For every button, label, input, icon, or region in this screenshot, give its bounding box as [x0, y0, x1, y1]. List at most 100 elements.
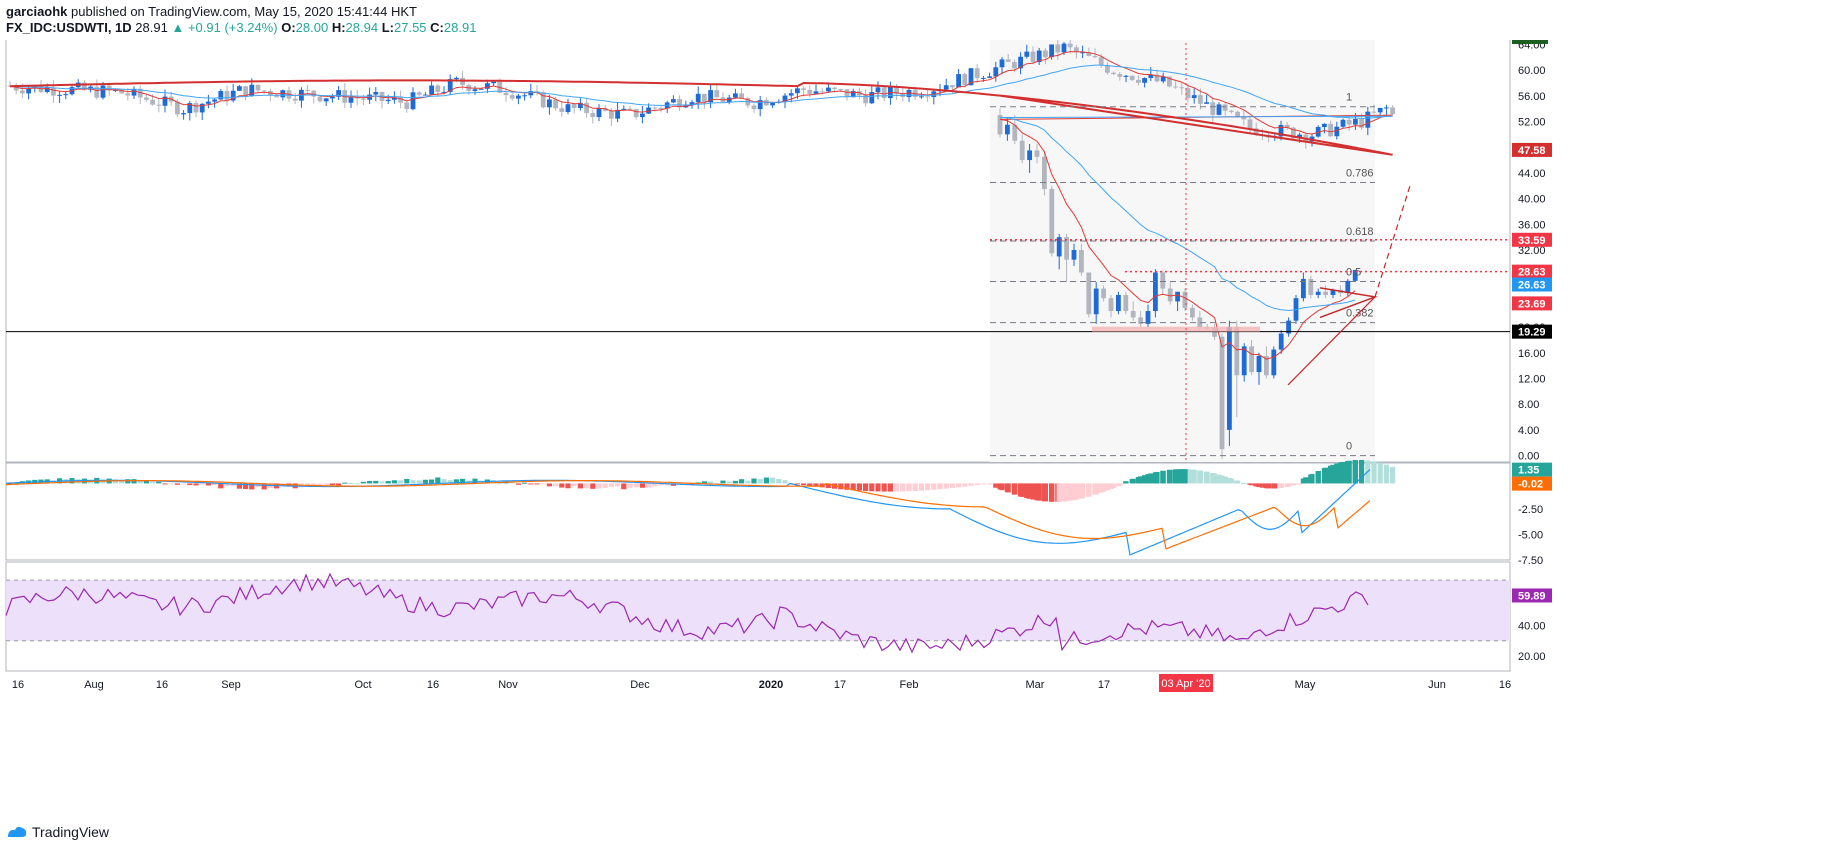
y-tick-label: 40.00 — [1518, 194, 1546, 206]
candle-body — [1042, 156, 1047, 189]
candle-body — [1167, 76, 1172, 87]
candle-body — [311, 90, 317, 97]
candle-body — [739, 93, 744, 99]
candle — [1130, 301, 1136, 321]
macd-histogram-bar — [497, 483, 503, 485]
candle — [1377, 107, 1383, 116]
macd-histogram-bar — [1123, 481, 1129, 484]
candle-body — [1190, 307, 1195, 318]
candle-body — [1012, 61, 1017, 69]
x-tick-label: 16 — [1499, 679, 1511, 691]
fib-level-label: 0.786 — [1346, 168, 1374, 180]
macd-histogram-bar — [236, 483, 242, 489]
candle-body — [1173, 86, 1178, 88]
candle-body — [863, 95, 868, 104]
macd-histogram-bar — [1056, 483, 1062, 502]
candle — [1179, 81, 1185, 95]
candle — [230, 84, 236, 103]
macd-histogram-bar — [168, 483, 174, 485]
price-chart[interactable]: 1 0.786 0.618 0.5 0.382 0 64.00 60.00 56.00 52.0… — [0, 40, 1828, 818]
open-label: O: — [281, 20, 296, 35]
candle — [559, 101, 565, 117]
macd-histogram-bar — [708, 481, 714, 484]
candle — [1101, 285, 1106, 302]
price-label-tag: 33.59 — [1512, 232, 1552, 247]
candle-body — [1160, 76, 1166, 82]
macd-histogram-bar — [608, 483, 614, 487]
tradingview-footer[interactable]: TradingView — [6, 824, 109, 840]
candle — [1185, 83, 1191, 103]
candle-body — [230, 90, 236, 101]
candle — [323, 98, 329, 106]
candle-body — [974, 68, 980, 79]
candle — [813, 84, 819, 95]
candle-body — [1334, 126, 1340, 137]
y-tick-label: 36.00 — [1518, 219, 1546, 231]
fib-level-label: 0 — [1346, 441, 1352, 453]
candle-body — [826, 87, 831, 92]
candle-body — [1024, 51, 1030, 57]
candle-body — [385, 99, 391, 102]
macd-histogram-bar — [460, 478, 466, 484]
candle-body — [553, 99, 558, 109]
macd-histogram-bar — [1071, 483, 1077, 501]
candle — [788, 89, 794, 103]
candle — [94, 79, 100, 100]
candle-body — [274, 95, 279, 98]
candle — [1210, 97, 1216, 123]
candle-body — [1145, 311, 1151, 324]
candle-body — [348, 97, 354, 103]
macd-histogram-bar — [763, 477, 769, 484]
candle-body — [1308, 278, 1314, 295]
candle-body — [218, 90, 224, 100]
macd-tick-label: -2.50 — [1518, 504, 1543, 516]
candle-body — [162, 96, 168, 106]
x-tick-highlight: 03 Apr '20 — [1159, 674, 1213, 692]
price-label-text: 28.63 — [1518, 267, 1546, 279]
author[interactable]: garciaohk — [6, 4, 68, 19]
candle-body — [571, 104, 577, 108]
candle — [51, 80, 56, 104]
candle — [1182, 288, 1188, 312]
macd-histogram-bar — [342, 482, 348, 484]
candle-body — [1198, 95, 1203, 104]
footer-brand: TradingView — [32, 824, 110, 840]
candle — [131, 86, 137, 99]
macd-histogram-bar — [956, 483, 962, 488]
candle-body — [336, 90, 341, 97]
candle-body — [1278, 124, 1284, 137]
candle-body — [968, 68, 974, 86]
candle-body — [981, 77, 986, 79]
macd-histogram-bar — [329, 483, 335, 486]
candle — [633, 108, 639, 120]
candle-body — [999, 59, 1005, 68]
candle — [1018, 52, 1023, 75]
price-label-text: 47.58 — [1518, 145, 1546, 157]
macd-histogram-bar — [1259, 483, 1265, 488]
last-price: 28.91 — [135, 20, 168, 35]
macd-pane-frame — [5, 462, 1511, 561]
candle — [997, 108, 1003, 138]
macd-histogram-bar — [1390, 466, 1396, 484]
candle — [1105, 62, 1110, 75]
candle — [1030, 46, 1036, 65]
candle — [516, 93, 521, 105]
macd-histogram-bar — [522, 482, 528, 484]
macd-histogram-bar — [974, 483, 980, 486]
macd-histogram-bar — [125, 479, 131, 484]
candle-body — [782, 95, 788, 102]
macd-histogram-bar — [1345, 460, 1351, 484]
macd-histogram-bar — [1377, 462, 1383, 484]
x-tick-label: Aug — [84, 679, 104, 691]
macd-histogram-bar — [1019, 483, 1025, 497]
candle-body — [193, 103, 199, 113]
macd-histogram-bar — [646, 483, 652, 488]
macd-histogram-bar — [119, 480, 125, 484]
macd-histogram-bar — [447, 480, 453, 484]
macd-histogram-bar — [1286, 483, 1292, 487]
candle-body — [1055, 44, 1061, 53]
candle — [404, 99, 410, 113]
macd-histogram-bar — [391, 480, 397, 484]
macd-histogram-bar — [1249, 483, 1255, 486]
candle-body — [1278, 333, 1284, 350]
